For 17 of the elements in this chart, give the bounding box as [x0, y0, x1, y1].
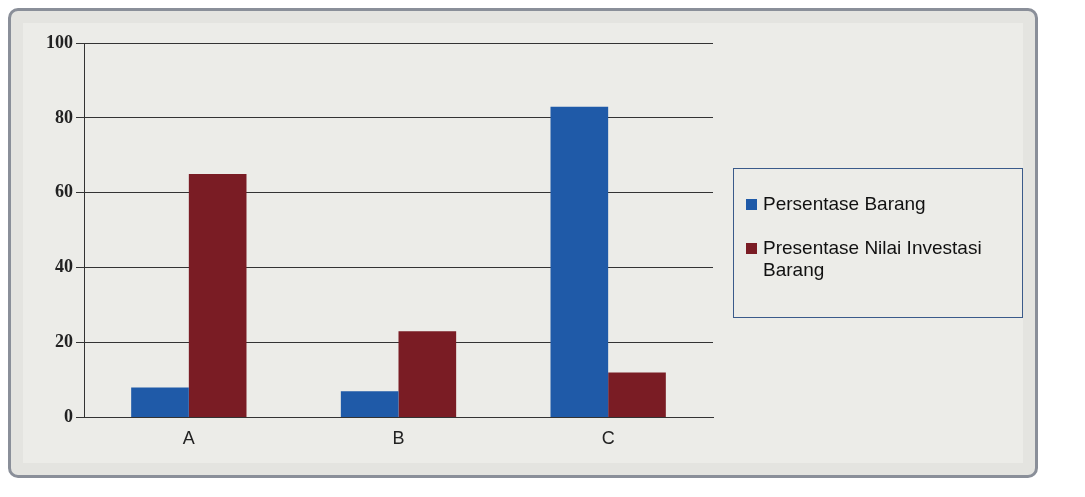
bar — [398, 331, 457, 417]
x-tick-label: C — [601, 428, 615, 449]
legend-label: Presentase Nilai Investasi Barang — [763, 237, 983, 281]
bar — [608, 372, 666, 417]
bar — [550, 106, 609, 417]
bar — [131, 387, 189, 417]
x-tick-label: B — [392, 428, 405, 449]
bar — [340, 391, 399, 417]
y-tick-label: 100 — [46, 31, 73, 52]
y-tick-label: 0 — [64, 406, 73, 427]
y-tick-label: 80 — [55, 106, 73, 127]
y-tick-label: 20 — [55, 331, 73, 352]
legend-label: Persentase Barang — [763, 193, 926, 215]
x-tick-label: A — [182, 428, 195, 449]
bar — [188, 174, 247, 417]
y-tick-label: 60 — [55, 181, 73, 202]
y-tick-label: 40 — [55, 256, 73, 277]
